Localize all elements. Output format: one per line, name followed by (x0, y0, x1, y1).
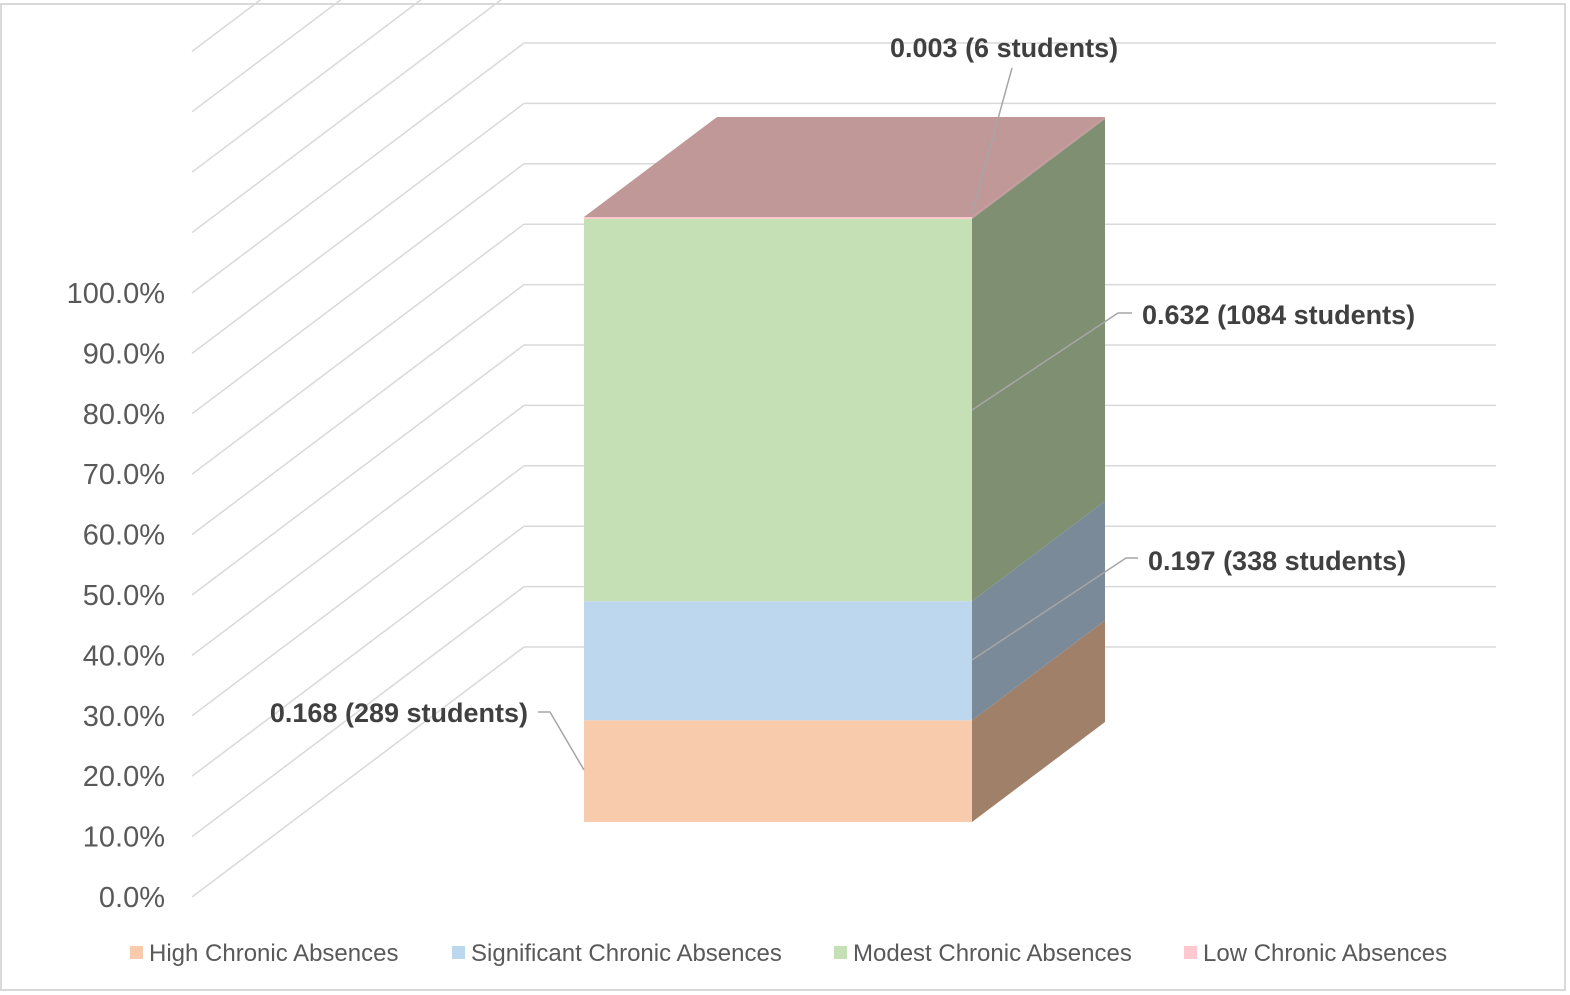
legend-label: High Chronic Absences (149, 940, 398, 967)
gridline-side (191, 163, 525, 415)
bar-stack (584, 117, 1105, 822)
legend-swatch (452, 946, 465, 959)
legend-swatch (130, 946, 143, 959)
gridline-side (191, 646, 525, 898)
gridline-side (191, 0, 262, 52)
bar-segment-front (584, 601, 972, 721)
y-tick-label: 80.0% (83, 399, 165, 431)
y-tick-label: 20.0% (83, 761, 165, 793)
bar-segment-side (972, 118, 1105, 602)
y-tick-label: 90.0% (83, 338, 165, 370)
gridline-side (191, 344, 525, 596)
y-tick-label: 60.0% (83, 520, 165, 552)
gridline-side (191, 586, 525, 838)
legend-item: High Chronic Absences (130, 940, 398, 967)
legend-swatch (834, 946, 847, 959)
y-tick-label: 100.0% (67, 278, 165, 310)
y-tick-label: 40.0% (83, 640, 165, 672)
bar-segment-side (972, 501, 1105, 721)
legend-swatch (1184, 946, 1197, 959)
data-labels: 0.168 (289 students) 0.197 (338 students)… (270, 33, 1415, 771)
data-label-leader (538, 711, 585, 771)
legend-label: Modest Chronic Absences (853, 940, 1132, 967)
gridline-side (191, 42, 525, 294)
y-tick-label: 10.0% (83, 822, 165, 854)
legend-label: Significant Chronic Absences (471, 940, 782, 967)
y-tick-label: 70.0% (83, 459, 165, 491)
gridline-side (191, 0, 342, 113)
data-label-leader (971, 67, 1013, 214)
y-axis-ticks: 0.0% 10.0% 20.0% 30.0% 40.0% 50.0% 60.0% 70.0% 8… (67, 278, 165, 914)
y-tick-label: 50.0% (83, 580, 165, 612)
legend-item: Significant Chronic Absences (452, 940, 782, 967)
data-label: 0.003 (6 students) (890, 33, 1118, 63)
bar-segment-side (972, 620, 1105, 822)
gridline-side (191, 102, 525, 354)
gridline-side (191, 223, 525, 475)
data-label: 0.168 (289 students) (270, 698, 528, 728)
bar-segment-side (972, 117, 1105, 219)
gridline-side (191, 0, 503, 234)
gridline-side (191, 465, 525, 717)
bar-segment-front (584, 720, 972, 822)
data-label: 0.197 (338 students) (1148, 546, 1406, 576)
gridline-side (191, 525, 525, 777)
data-label-leader (971, 557, 1138, 661)
bar-segment-front (584, 218, 972, 602)
legend-item: Modest Chronic Absences (834, 940, 1132, 967)
gridline-side (191, 284, 525, 536)
gridline-side (191, 404, 525, 656)
data-label: 0.632 (1084 students) (1142, 300, 1415, 330)
bar-segment-front (584, 217, 972, 219)
legend-label: Low Chronic Absences (1203, 940, 1447, 967)
legend-item: Low Chronic Absences (1184, 940, 1447, 967)
legend: High Chronic Absences Significant Chronic… (130, 940, 1447, 967)
y-tick-label: 0.0% (99, 882, 165, 914)
y-tick-label: 30.0% (83, 701, 165, 733)
gridline-side (191, 0, 422, 173)
bar-top-face (584, 117, 1105, 217)
data-label-leader (971, 312, 1132, 411)
